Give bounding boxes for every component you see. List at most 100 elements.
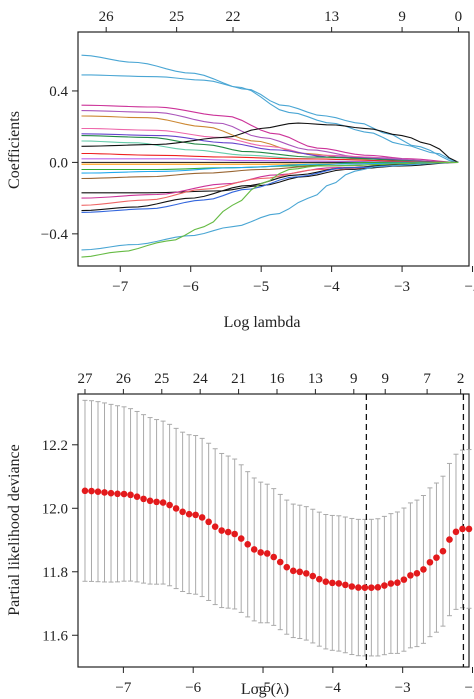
coefficient-path-line [81, 161, 459, 258]
deviance-point [329, 579, 336, 587]
deviance-point [270, 553, 278, 561]
deviance-point [88, 487, 95, 495]
deviance-point [114, 490, 121, 498]
deviance-point [400, 576, 408, 583]
plot1-x-axis-title: Log lambda [224, 314, 301, 331]
deviance-point [107, 489, 115, 497]
deviance-point [439, 547, 447, 555]
plot2-top-tick-label: 24 [193, 371, 209, 387]
deviance-points [81, 487, 473, 591]
deviance-point [452, 528, 460, 536]
deviance-point [218, 527, 225, 534]
deviance-point [140, 495, 147, 503]
deviance-point [263, 550, 271, 557]
plot2-x-tick-label: −4 [325, 680, 341, 696]
deviance-point [146, 497, 154, 505]
plot2-top-tick-label: 9 [381, 371, 389, 387]
deviance-point [198, 514, 206, 521]
plot1-y-axis-title: Coefficients [6, 111, 23, 189]
coefficient-path-line [81, 152, 459, 163]
deviance-point [361, 584, 369, 591]
plot2-x-tick-label: −2 [465, 680, 474, 696]
deviance-point [257, 549, 265, 556]
plot2-top-tick-label: 26 [116, 371, 132, 387]
deviance-point [446, 536, 453, 543]
plot1-y-tick-label: −0.4 [41, 227, 69, 243]
deviance-point [348, 583, 356, 590]
plot1-frame [77, 31, 470, 267]
coefficient-path-line [81, 104, 459, 163]
plot1-y-tick-label: 0.4 [49, 84, 68, 100]
deviance-point [224, 528, 232, 536]
deviance-point [179, 508, 186, 516]
plot1-y-tick-label: 0.0 [49, 155, 68, 171]
plot1-x-tick-label: −2 [465, 279, 474, 295]
plot2-top-tick-label: 7 [423, 371, 431, 387]
plot2-x-tick-label: −6 [185, 680, 201, 696]
plot1-x-tick-label: −7 [112, 279, 128, 295]
deviance-point [296, 568, 304, 576]
plot2-top-axis-ticks: 27 26 25 24 21 16 13 9 9 7 2 [77, 371, 464, 394]
deviance-point [250, 546, 258, 553]
plot1-top-tick-label: 26 [99, 9, 115, 25]
plot1-x-axis-ticks: −7 −6 −5 −4 −3 −2 [112, 266, 474, 295]
plot2-top-tick-label: 27 [77, 371, 93, 387]
deviance-point [166, 501, 173, 509]
deviance-error-bars [82, 399, 472, 657]
deviance-point [211, 523, 219, 530]
plot2-top-tick-label: 2 [457, 371, 465, 387]
deviance-point [309, 572, 317, 580]
plot1-top-tick-label: 13 [324, 9, 339, 25]
plot2-x-axis-ticks: −7 −6 −5 −4 −3 −2 [115, 667, 474, 696]
plot1-y-axis-ticks: 0.4 0.0 −0.4 [41, 84, 78, 243]
deviance-point [420, 566, 427, 573]
coefficient-path-line [81, 161, 459, 251]
deviance-point [322, 578, 330, 586]
deviance-point [302, 570, 310, 577]
plot2-x-tick-label: −3 [395, 680, 411, 696]
lambda-reference-lines [365, 394, 465, 667]
deviance-point [159, 499, 167, 506]
plot2-top-tick-label: 16 [269, 371, 285, 387]
plot2-top-tick-label: 25 [154, 371, 169, 387]
deviance-point [205, 518, 212, 526]
deviance-point [426, 558, 434, 566]
plot1-top-tick-label: 0 [455, 9, 463, 25]
plot2-top-tick-label: 13 [308, 371, 323, 387]
plot2-y-tick-label: 11.8 [42, 565, 68, 581]
plot1-x-tick-label: −6 [183, 279, 199, 295]
coefficient-path-line [81, 110, 459, 163]
deviance-point [459, 525, 466, 533]
deviance-point [231, 530, 238, 538]
deviance-point [133, 493, 141, 500]
deviance-point [172, 505, 180, 512]
plot2-top-tick-label: 21 [231, 371, 246, 387]
plot2-top-tick-label: 9 [350, 371, 358, 387]
deviance-point [192, 511, 199, 519]
deviance-point [185, 510, 193, 518]
deviance-point [465, 525, 473, 533]
deviance-point [289, 567, 297, 575]
deviance-point [394, 579, 401, 586]
deviance-point [315, 575, 323, 583]
deviance-point [276, 558, 284, 566]
coefficient-path-line [81, 74, 459, 163]
plot1-top-axis-ticks: 26 25 22 13 9 0 [99, 9, 463, 32]
coefficient-path-plot: −7 −6 −5 −4 −3 −2 0.4 0.0 −0.4 26 25 22 13 9 0 Log l… [6, 9, 474, 331]
deviance-point [335, 580, 343, 587]
plot1-top-tick-label: 22 [225, 9, 240, 25]
deviance-point [374, 584, 382, 591]
plot2-x-tick-label: −7 [115, 680, 131, 696]
deviance-point [381, 582, 388, 589]
cross-validation-deviance-plot: −7−6−5−4−3−2 11.611.812.012.2 2726252421… [6, 371, 474, 698]
deviance-point [433, 554, 440, 561]
coefficient-path-line [81, 122, 459, 163]
plot2-x-tick-label: −5 [255, 680, 271, 696]
deviance-point [342, 581, 349, 589]
plot1-top-tick-label: 9 [398, 9, 406, 25]
deviance-point [407, 572, 414, 579]
plot1-x-tick-label: −5 [253, 279, 269, 295]
plot2-x-axis-title: Log (λ) [241, 681, 289, 698]
deviance-point [153, 498, 160, 506]
